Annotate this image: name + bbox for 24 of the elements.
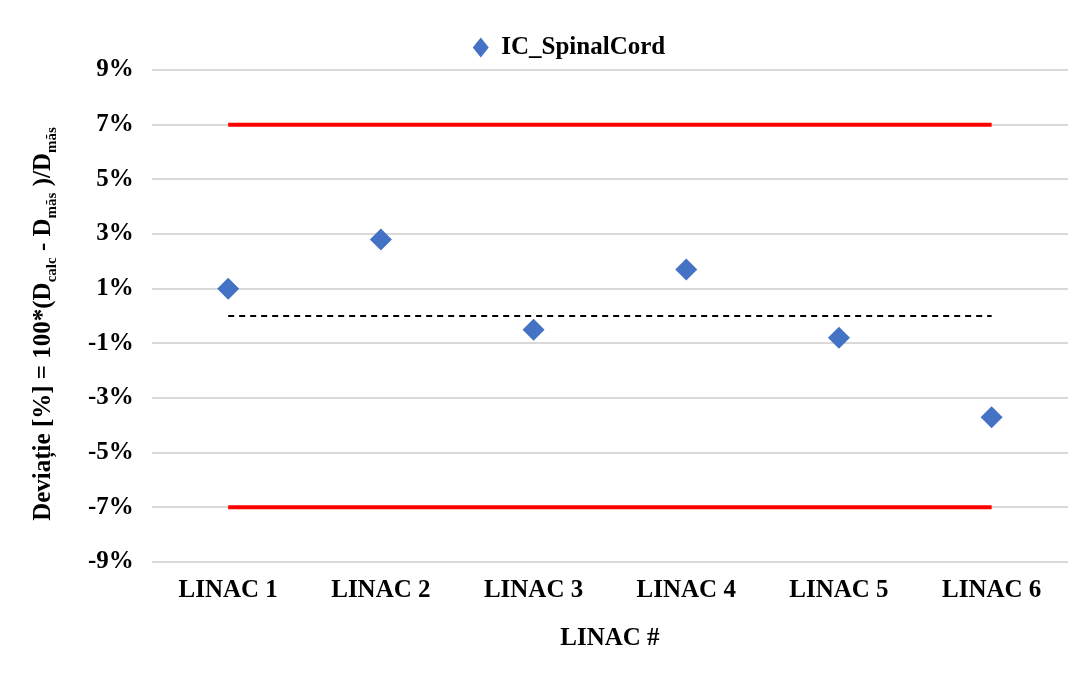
point xyxy=(980,406,1003,429)
x-tick-label: LINAC 6 xyxy=(941,575,1042,603)
x-tick-label: LINAC 3 xyxy=(483,575,584,603)
point xyxy=(369,228,392,251)
legend-label: IC_SpinalCord xyxy=(501,31,666,59)
point xyxy=(522,318,545,341)
point xyxy=(675,258,698,281)
x-tick-label: LINAC 1 xyxy=(178,575,278,603)
x-tick-label: LINAC 5 xyxy=(789,575,889,603)
y-tick-label: 9% xyxy=(96,54,134,82)
x-tick-label: LINAC 4 xyxy=(636,575,737,603)
y-tick-label: 1% xyxy=(96,273,134,301)
y-tick-label: -5% xyxy=(88,437,134,465)
y-tick-label: 3% xyxy=(96,218,134,246)
y-tick-label: -3% xyxy=(88,382,134,410)
y-tick-label: -7% xyxy=(88,491,134,519)
y-tick-label: 5% xyxy=(96,163,134,191)
y-tick-label: -9% xyxy=(88,546,134,574)
y-tick-label: -1% xyxy=(88,327,134,355)
x-tick-label: LINAC 2 xyxy=(331,575,431,603)
point xyxy=(217,277,240,300)
x-axis-title: LINAC # xyxy=(560,623,661,651)
point xyxy=(827,326,850,349)
y-tick-label: 7% xyxy=(96,109,134,137)
